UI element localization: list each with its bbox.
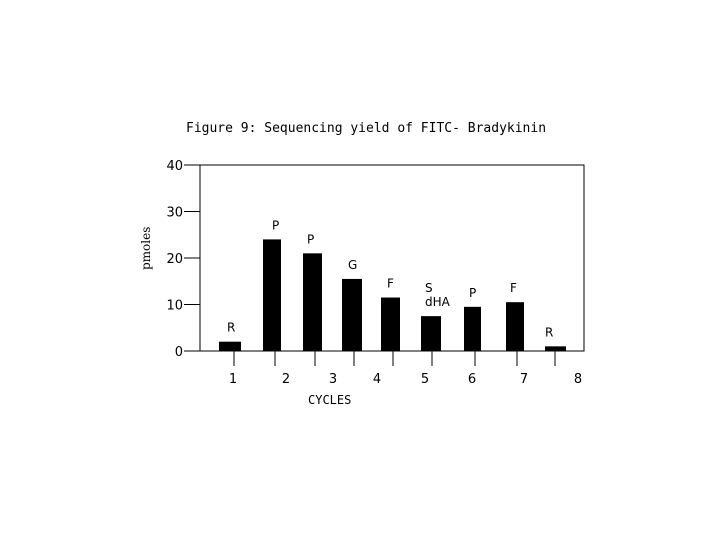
x-tick-label: 5: [421, 372, 429, 387]
x-tick-label: 7: [520, 372, 528, 387]
x-tick-label: 1: [229, 372, 237, 387]
bar: [506, 302, 524, 351]
bar-label: F: [387, 277, 394, 291]
bar-label: F: [510, 281, 517, 295]
bar: [464, 306, 481, 351]
bar: [219, 341, 241, 351]
x-tick-label: 8: [574, 372, 582, 387]
y-tick-label: 0: [175, 345, 183, 360]
bar-label: P: [469, 286, 476, 300]
bar: [263, 239, 281, 351]
bar: [342, 278, 362, 351]
x-tick-label: 3: [329, 372, 337, 387]
x-tick-label: 2: [282, 372, 290, 387]
x-tick-label: 6: [468, 372, 476, 387]
bar: [303, 253, 322, 351]
bar-label: R: [545, 325, 553, 339]
x-tick-label: 4: [373, 372, 381, 387]
y-tick-label: 10: [166, 299, 183, 314]
y-tick-label: 20: [166, 252, 183, 267]
bar: [381, 297, 400, 351]
x-axis-label: CYCLES: [308, 393, 351, 407]
bar-label: G: [348, 258, 357, 272]
chart-title: Figure 9: Sequencing yield of FITC- Brad…: [186, 121, 546, 136]
x-axis: 1 2 3 4 5 6 7 8: [229, 351, 582, 387]
y-tick-label: 30: [166, 206, 183, 221]
bar: [421, 316, 441, 351]
y-axis: 0 10 20 30 40: [166, 159, 200, 360]
y-tick-label: 40: [166, 159, 183, 174]
bar-label: R: [227, 321, 235, 335]
bar-label: P: [272, 218, 279, 232]
bar-label: P: [307, 232, 314, 246]
y-axis-label: pmoles: [139, 227, 153, 270]
bar: [545, 346, 566, 351]
